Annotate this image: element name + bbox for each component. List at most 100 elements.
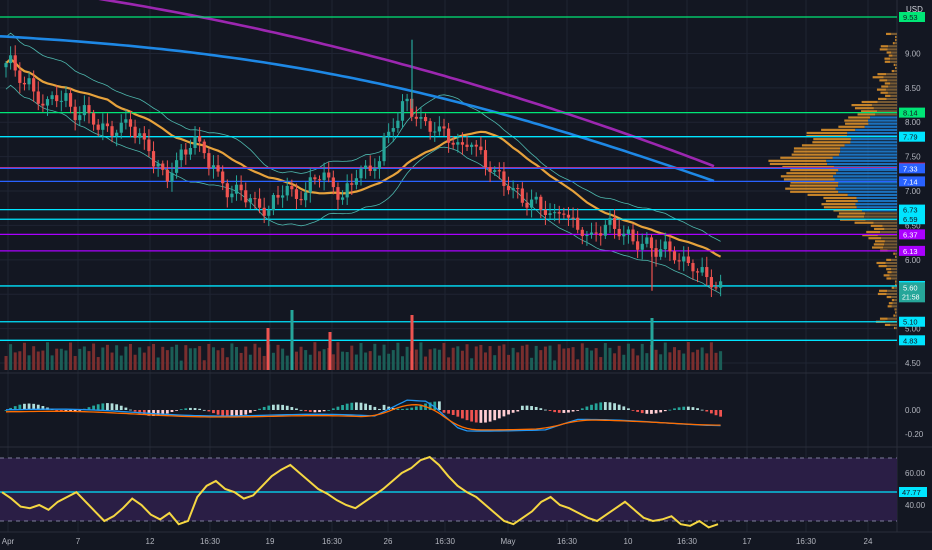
candle-body[interactable] [327,172,331,178]
candle-body[interactable] [511,188,515,191]
candle-body[interactable] [608,217,612,225]
candle-body[interactable] [719,281,723,288]
candle-body[interactable] [202,141,206,154]
candle-body[interactable] [294,189,299,199]
candle-body[interactable] [529,199,534,208]
candle-body[interactable] [234,184,239,194]
candle-body[interactable] [539,196,543,210]
candle-body[interactable] [677,260,681,262]
candle-body[interactable] [331,177,335,188]
candle-body[interactable] [405,98,409,102]
candle-body[interactable] [27,78,31,85]
candle-body[interactable] [543,209,548,215]
candle-body[interactable] [124,119,128,123]
candle-body[interactable] [244,190,248,203]
candle-body[interactable] [442,126,446,129]
candle-body[interactable] [188,147,193,155]
candle-body[interactable] [230,193,234,198]
candle-body[interactable] [446,128,451,143]
candle-body[interactable] [562,213,566,215]
candle-body[interactable] [368,165,372,172]
candle-body[interactable] [525,202,529,208]
candle-body[interactable] [709,277,713,288]
candle-body[interactable] [308,177,312,193]
candle-body[interactable] [520,188,524,203]
candle-body[interactable] [636,241,640,250]
candle-body[interactable] [354,178,358,185]
candle-body[interactable] [22,82,27,85]
candle-body[interactable] [73,106,77,121]
candle-body[interactable] [387,131,391,136]
candle-body[interactable] [705,267,709,278]
candle-body[interactable] [603,224,607,236]
rsi-line[interactable] [1,455,719,529]
candle-body[interactable] [599,233,603,236]
candle-body[interactable] [419,117,423,119]
candle-body[interactable] [553,212,557,214]
candle-body[interactable] [488,167,492,172]
candle-body[interactable] [267,210,271,216]
candle-body[interactable] [364,165,368,169]
candle-body[interactable] [239,184,243,191]
candle-body[interactable] [156,163,160,167]
candle-body[interactable] [68,93,73,107]
candle-body[interactable] [299,198,303,201]
candle-body[interactable] [626,229,631,234]
candle-body[interactable] [18,70,22,83]
candle-body[interactable] [290,185,294,190]
candle-body[interactable] [585,234,589,237]
moving-average-orange-line[interactable] [5,57,722,258]
bollinger-upper-line[interactable] [5,32,721,242]
candle-body[interactable] [147,139,151,152]
candle-body[interactable] [571,217,575,219]
candle-body[interactable] [285,185,289,196]
candle-body[interactable] [184,149,188,155]
moving-average-blue-line[interactable] [0,35,715,183]
candle-body[interactable] [470,144,474,147]
candle-body[interactable] [151,151,156,167]
candle-body[interactable] [253,198,257,200]
candle-body[interactable] [174,160,179,173]
moving-average-purple-line[interactable] [0,0,715,168]
candle-body[interactable] [179,149,183,161]
candle-body[interactable] [612,217,617,229]
candle-body[interactable] [373,168,377,172]
candle-body[interactable] [45,99,50,106]
candle-body[interactable] [400,101,405,121]
candlestick-series[interactable] [4,39,723,298]
macd-panel[interactable] [4,399,723,432]
candle-body[interactable] [700,267,704,273]
candle-body[interactable] [645,237,649,244]
candle-body[interactable] [686,256,690,264]
candle-body[interactable] [41,103,45,106]
candle-body[interactable] [322,172,326,181]
candle-body[interactable] [207,153,211,169]
candle-body[interactable] [262,207,266,216]
candle-body[interactable] [654,248,658,257]
candle-body[interactable] [119,122,123,133]
candle-body[interactable] [128,119,133,127]
candle-body[interactable] [682,256,686,262]
candle-body[interactable] [257,198,262,208]
candle-body[interactable] [336,187,340,200]
candle-body[interactable] [59,100,63,102]
candle-body[interactable] [211,165,216,169]
candle-body[interactable] [198,136,202,142]
candle-body[interactable] [483,150,488,168]
candle-body[interactable] [193,136,197,148]
candle-body[interactable] [506,185,511,191]
candle-body[interactable] [271,194,276,211]
candle-body[interactable] [142,133,146,140]
candle-body[interactable] [101,123,105,130]
candle-body[interactable] [631,229,635,242]
candle-body[interactable] [668,241,672,252]
candle-body[interactable] [396,120,400,129]
candle-body[interactable] [479,146,483,151]
candle-body[interactable] [313,177,317,180]
candle-body[interactable] [87,105,91,114]
candle-body[interactable] [451,142,455,145]
candle-body[interactable] [566,214,571,218]
candle-body[interactable] [663,241,667,250]
candle-body[interactable] [672,251,677,261]
